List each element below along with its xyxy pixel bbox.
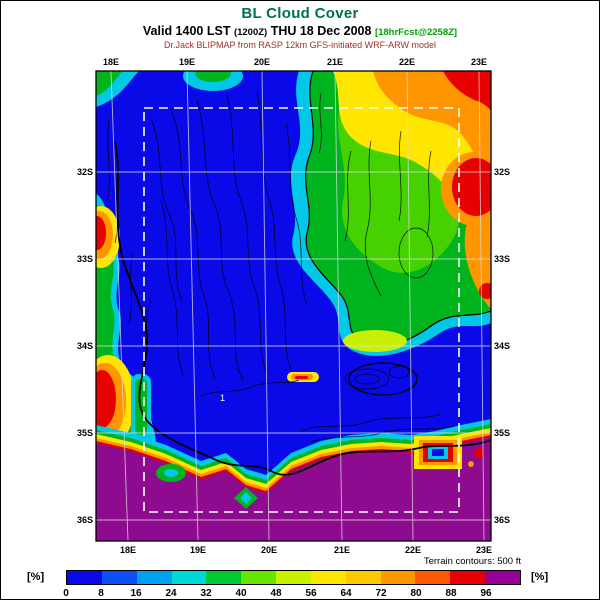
plot-title: BL Cloud Cover <box>241 5 359 22</box>
cloud-fill-layer: 1 <box>96 71 491 541</box>
units-label-right: [%] <box>531 571 549 583</box>
lon-label-bottom-0: 18E <box>119 545 136 555</box>
lon-label-bottom-2: 20E <box>260 545 277 555</box>
lat-label-left-2: 34S <box>76 341 93 351</box>
valid-date: THU 18 Dec 2008 <box>270 24 372 38</box>
colorbar-segment <box>450 571 486 584</box>
lon-label-top-3: 21E <box>326 57 343 67</box>
domain-boundary <box>143 107 460 513</box>
colorbar-segment <box>276 571 311 584</box>
colorbar-tick-11: 88 <box>445 588 457 599</box>
lat-label-right-2: 34S <box>494 341 511 351</box>
colorbar-tick-8: 64 <box>340 588 352 599</box>
lon-label-top-5: 23E <box>470 57 487 67</box>
lon-label-bottom-1: 19E <box>189 545 206 555</box>
colorbar-segment <box>101 571 137 584</box>
lat-label-right-4: 36S <box>494 515 511 525</box>
colorbar-tick-4: 32 <box>200 588 212 599</box>
colorbar-tick-5: 40 <box>235 588 247 599</box>
valid-zulu-time: (1200Z) <box>233 27 268 38</box>
colorbar-segment <box>380 571 416 584</box>
lon-label-top-2: 20E <box>253 57 270 67</box>
lat-label-left-3: 35S <box>76 428 93 438</box>
lat-label-right-1: 33S <box>494 254 511 264</box>
colorbar-segment <box>171 571 207 584</box>
colorbar-tick-6: 48 <box>270 588 282 599</box>
lat-label-left-1: 33S <box>76 254 93 264</box>
terrain-contours-note: Terrain contours: 500 ft <box>423 556 521 567</box>
colorbar-segment <box>345 571 381 584</box>
coastline <box>114 140 491 476</box>
colorbar-segment <box>310 571 346 584</box>
colorbar-tick-2: 16 <box>130 588 142 599</box>
colorbar-segment <box>206 571 242 584</box>
map-annotation: 1 <box>220 393 225 403</box>
colorbar-tick-1: 8 <box>98 588 104 599</box>
colorbar-tick-9: 72 <box>375 588 387 599</box>
colorbar-tick-10: 80 <box>410 588 422 599</box>
lat-label-right-0: 32S <box>494 167 511 177</box>
colorbar-tick-7: 56 <box>305 588 317 599</box>
grid-layer <box>96 71 491 541</box>
plot-header: BL Cloud Cover Valid 1400 LST (1200Z) TH… <box>1 5 599 50</box>
bold-contour <box>348 362 418 396</box>
forecast-info: [18hrFcst@2258Z] <box>374 27 458 38</box>
map-frame <box>95 70 492 542</box>
colorbar-tick-12: 96 <box>480 588 492 599</box>
colorbar-segment <box>241 571 277 584</box>
lat-label-right-3: 35S <box>494 428 511 438</box>
lat-label-left-0: 32S <box>76 167 93 177</box>
colorbar-segment <box>415 571 451 584</box>
lon-label-bottom-5: 23E <box>475 545 492 555</box>
colorbar-segment <box>485 571 520 584</box>
colorbar-tick-3: 24 <box>165 588 177 599</box>
valid-time-line: Valid 1400 LST (1200Z) THU 18 Dec 2008 [… <box>1 24 599 38</box>
lon-label-bottom-3: 21E <box>333 545 350 555</box>
colorbar-tick-0: 0 <box>63 588 69 599</box>
lat-label-left-4: 36S <box>76 515 93 525</box>
model-info-line: Dr.Jack BLIPMAP from RASP 12km GFS-initi… <box>163 40 437 50</box>
lon-label-bottom-4: 22E <box>404 545 421 555</box>
colorbar <box>66 570 521 585</box>
lon-label-top-0: 18E <box>102 57 119 67</box>
valid-prefix: Valid 1400 LST <box>142 24 231 38</box>
colorbar-segment <box>136 571 172 584</box>
units-label-left: [%] <box>27 571 45 583</box>
terrain-contour-layer <box>106 90 456 443</box>
lon-label-top-1: 19E <box>178 57 195 67</box>
colorbar-segment <box>67 571 102 584</box>
lon-label-top-4: 22E <box>398 57 415 67</box>
